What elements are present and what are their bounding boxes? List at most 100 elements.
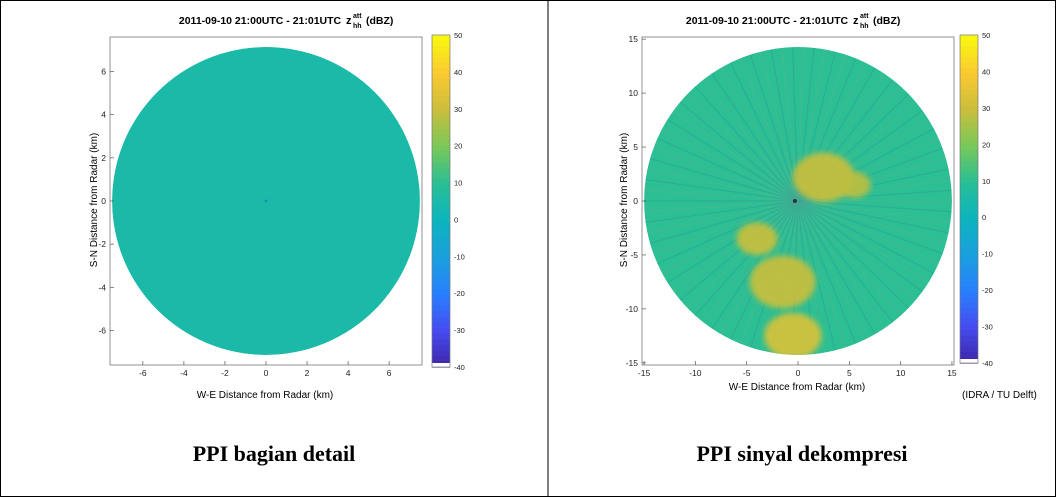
colorbar-segment <box>432 134 450 141</box>
echo-region <box>736 222 778 256</box>
colorbar-segment <box>960 248 978 255</box>
colorbar-segment <box>432 184 450 191</box>
colorbar-tick-label: -40 <box>454 363 465 372</box>
radar-beam <box>797 200 929 284</box>
colorbar-segment <box>960 89 978 96</box>
colorbar-segment <box>432 57 450 64</box>
left-chart-title-sup: att <box>353 13 362 20</box>
x-tick-label: 10 <box>896 368 906 378</box>
radar-beam <box>644 189 799 202</box>
right-chart-title-sup: att <box>860 13 869 20</box>
right-y-ticks: 15 10 5 0 -5 -10 -15 <box>626 34 646 368</box>
right-colorbar: 50 40 30 20 10 0 -10 -20 -30 -40 <box>959 31 993 368</box>
colorbar-segment <box>960 122 978 129</box>
radar-beam <box>653 200 799 255</box>
radar-beam <box>667 118 799 202</box>
colorbar-mask <box>432 363 450 367</box>
left-chart-title-var: z <box>346 15 352 27</box>
colorbar-segment <box>960 352 978 359</box>
colorbar-segment <box>960 155 978 162</box>
echo-region <box>764 312 822 355</box>
colorbar-segment <box>432 239 450 246</box>
radar-beam <box>760 51 799 202</box>
colorbar-segment <box>432 322 450 329</box>
colorbar-segment <box>432 51 450 58</box>
radar-beam <box>797 200 952 213</box>
left-plot-area <box>109 36 423 366</box>
colorbar-tick-label: -10 <box>454 252 465 261</box>
colorbar-segment <box>432 46 450 53</box>
colorbar-segment <box>960 100 978 107</box>
colorbar-segment <box>432 201 450 208</box>
colorbar-tick-label: 50 <box>982 31 990 40</box>
colorbar-segment <box>960 324 978 331</box>
colorbar-tick-label: 40 <box>982 67 990 76</box>
left-x-axis-label: W-E Distance from Radar (km) <box>197 390 334 401</box>
radar-beam <box>673 200 799 292</box>
y-tick-label: -10 <box>626 304 639 314</box>
radar-beam <box>797 200 876 335</box>
radar-beam <box>694 86 799 202</box>
colorbar-segment <box>432 35 450 42</box>
colorbar-segment <box>432 333 450 340</box>
radar-beam <box>673 110 799 202</box>
colorbar-segment <box>432 40 450 47</box>
colorbar-segment <box>960 40 978 47</box>
colorbar-segment <box>432 278 450 285</box>
colorbar-tick-label: -40 <box>982 359 993 368</box>
colorbar-segment <box>432 317 450 324</box>
colorbar-tick-label: 0 <box>454 215 458 224</box>
colorbar-segment <box>432 162 450 169</box>
colorbar-segment <box>432 95 450 102</box>
y-tick-label: 0 <box>101 196 106 206</box>
colorbar-tick-label: 0 <box>982 213 986 222</box>
y-tick-label: -15 <box>626 358 639 368</box>
colorbar-segment <box>960 341 978 348</box>
left-ppi-figure: 2011-09-10 21:00UTC - 21:01UTC z att hh … <box>89 13 465 401</box>
right-chart-title-sub: hh <box>860 23 869 30</box>
radar-beam <box>661 128 799 202</box>
colorbar-segment <box>432 250 450 257</box>
radar-beam <box>749 54 799 202</box>
colorbar-segment <box>432 284 450 291</box>
radar-beam <box>657 200 799 265</box>
colorbar-segment <box>432 350 450 357</box>
colorbar-tick-label: -20 <box>982 286 993 295</box>
colorbar-frame <box>959 34 979 364</box>
colorbar-segment <box>960 291 978 298</box>
colorbar-segment <box>960 313 978 320</box>
colorbar-segment <box>960 226 978 233</box>
y-tick-label: 2 <box>101 153 106 163</box>
y-tick-label: -2 <box>98 239 106 249</box>
colorbar-segment <box>432 212 450 219</box>
radar-beam <box>797 200 910 309</box>
left-chart-title-sub: hh <box>353 23 362 30</box>
colorbar-tick-label: 40 <box>454 68 462 77</box>
radar-beam <box>797 200 939 265</box>
colorbar-segment <box>432 156 450 163</box>
x-tick-label: 0 <box>264 368 269 378</box>
colorbar-segment <box>960 106 978 113</box>
colorbar-segment <box>432 300 450 307</box>
colorbar-segment <box>432 256 450 263</box>
colorbar-segment <box>432 112 450 119</box>
colorbar-segment <box>960 117 978 124</box>
colorbar-segment <box>960 133 978 140</box>
radar-beam <box>797 200 943 255</box>
colorbar-segment <box>960 302 978 309</box>
colorbar-segment <box>960 286 978 293</box>
echo-region <box>838 171 871 198</box>
radar-beam <box>797 200 836 351</box>
radar-beam <box>797 200 923 292</box>
radar-beam <box>797 200 885 329</box>
colorbar-segment <box>432 73 450 80</box>
right-caption: PPI sinyal dekompresi <box>696 441 908 466</box>
radar-beam <box>645 200 799 224</box>
radar-beam <box>653 147 799 202</box>
radar-beam <box>694 200 799 316</box>
right-ppi-figure: 2011-09-10 21:00UTC - 21:01UTC z att hh … <box>619 13 1037 401</box>
colorbar-mask <box>960 359 978 363</box>
colorbar-segment <box>432 311 450 318</box>
radar-beam <box>711 200 799 329</box>
y-tick-label: -6 <box>98 325 106 335</box>
